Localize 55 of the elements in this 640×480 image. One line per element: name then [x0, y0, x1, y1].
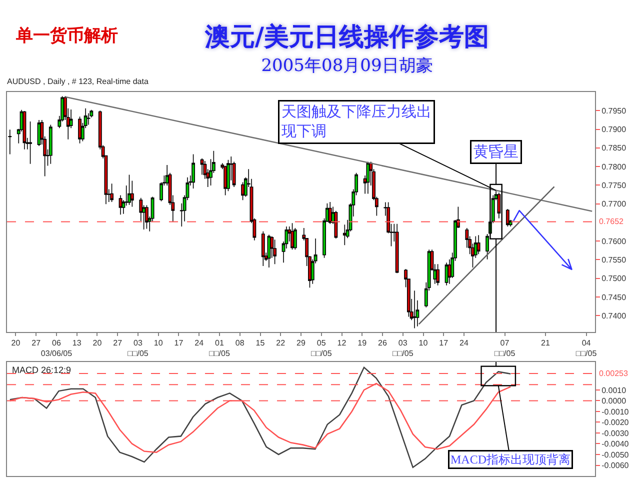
- y-tick-label: -0.0010: [602, 407, 630, 416]
- x-tick-label: 07 □□/05: [494, 338, 516, 358]
- y-tick-label: -0.0030: [602, 428, 630, 438]
- annotation: MACD指标出现顶背离: [450, 452, 571, 466]
- x-tick-label: 01 □□/05: [209, 338, 230, 358]
- x-tick-label: 29: [296, 338, 306, 348]
- x-tick-label: 21: [541, 338, 551, 348]
- ref-line-label: 0.7652: [599, 217, 624, 226]
- x-tick-label: 08: [235, 338, 245, 348]
- x-tick-label: 12: [337, 338, 347, 348]
- x-tick-label: 20: [92, 338, 102, 348]
- y-tick-label: 0.0010: [602, 386, 627, 395]
- y-tick-label: -0.0020: [602, 418, 630, 428]
- text: AUDUSD , Daily , # 123, Real-time data: [7, 77, 148, 86]
- y-tick-label: -0.0060: [602, 461, 630, 470]
- chart-title: MACD 26:12:9: [12, 365, 72, 375]
- x-tick-label: 15: [256, 338, 266, 348]
- y-tick-label: 0.7400: [602, 311, 627, 320]
- x-tick-label: 20: [11, 338, 21, 348]
- chart-title: 澳元/美元日线操作参考图: [204, 21, 490, 53]
- y-tick-label: 0.7800: [602, 162, 627, 172]
- annotation: 天图触及下降压力线出现下调: [282, 104, 432, 140]
- x-tick-label: 03 □□/05: [128, 338, 149, 358]
- x-tick-label: 10: [154, 338, 164, 348]
- y-tick-label: 0.0000: [602, 396, 627, 406]
- x-tick-label: 03 □□/05: [392, 338, 414, 358]
- x-tick-label: 24: [194, 338, 204, 348]
- x-tick-label: 17: [174, 338, 184, 348]
- y-tick-label: 0.7700: [602, 200, 627, 209]
- x-tick-label: 27: [113, 338, 123, 348]
- y-tick-label: 0.7600: [602, 236, 627, 246]
- x-tick-label: 10: [418, 338, 428, 348]
- y-tick-label: 0.7500: [602, 274, 627, 284]
- x-tick-label: 26: [378, 338, 388, 348]
- y-tick-label: 0.7900: [602, 125, 627, 134]
- x-tick-label: 22: [276, 338, 286, 348]
- y-tick-label: 0.7950: [602, 106, 627, 116]
- x-tick-label: 05 □□/05: [310, 338, 332, 358]
- y-tick-label: 0.7450: [602, 292, 627, 302]
- y-tick-label: -0.0050: [602, 450, 630, 460]
- x-tick-label: 13: [72, 338, 82, 348]
- y-tick-label: 0.7750: [602, 180, 627, 190]
- x-tick-label: 27: [32, 338, 42, 348]
- chart-subtitle: 2005年08月09日胡豪: [260, 55, 434, 77]
- y-tick-label: 0.7850: [602, 144, 627, 153]
- y-tick-label: -0.0040: [602, 440, 630, 449]
- x-tick-label: 04 □□/05: [576, 338, 598, 358]
- y-tick-label: 0.7550: [602, 256, 627, 264]
- x-tick-label: 17: [439, 338, 449, 348]
- x-tick-label: 06 03/06/05: [40, 338, 73, 358]
- x-tick-label: 24: [460, 338, 470, 348]
- ref-line-label: 0.00253: [599, 369, 628, 378]
- annotation: 黄昏星: [474, 144, 518, 160]
- text: 单一货币解析: [16, 25, 118, 47]
- x-tick-label: 19: [358, 338, 368, 348]
